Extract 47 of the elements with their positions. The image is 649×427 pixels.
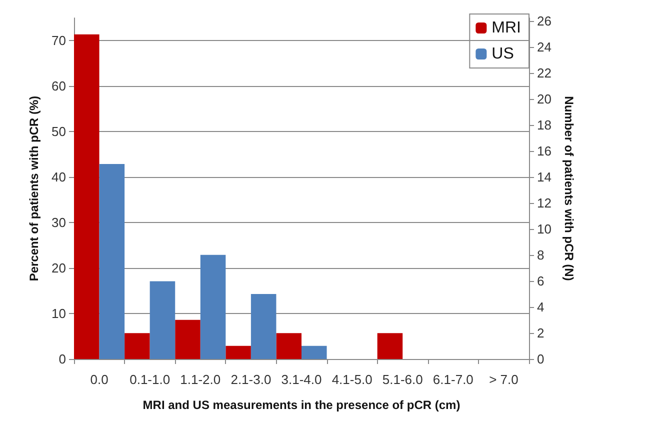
y-tick-label: 70 [52, 33, 66, 48]
y2-tick-label: 26 [537, 14, 552, 29]
y2-tick-label: 16 [537, 144, 552, 159]
x-tick-label: 0.0 [90, 372, 108, 387]
bar [124, 333, 150, 359]
bar [250, 294, 276, 359]
x-tick-label: 2.1-3.0 [230, 372, 272, 387]
x-tick-label: > 7.0 [489, 372, 518, 387]
y2-tick-label: 8 [537, 248, 544, 263]
bar [74, 34, 100, 359]
y-axis-title: Percent of patients with pCR (%) [27, 96, 41, 282]
y2-tick-label: 12 [537, 196, 552, 211]
bar [200, 254, 226, 359]
y2-tick-label: 24 [537, 40, 552, 55]
bar [377, 333, 403, 359]
legend-label: MRI [492, 20, 521, 36]
bar [99, 164, 125, 359]
x-tick-label: 3.1-4.0 [281, 372, 322, 387]
y2-tick-label: 18 [537, 118, 552, 133]
y2-tick-label: 10 [537, 222, 552, 237]
bar [226, 346, 251, 359]
legend-label: US [492, 46, 514, 62]
bar [175, 320, 200, 359]
bar [276, 333, 302, 359]
y2-tick-label: 22 [537, 66, 552, 81]
y-tick-label: 50 [52, 124, 66, 140]
x-tick-label: 0.1-1.0 [130, 372, 170, 387]
y-tick-label: 60 [52, 78, 66, 94]
y-tick-label: 10 [52, 306, 66, 322]
y2-tick-label: 6 [537, 274, 544, 289]
y-tick-label: 30 [52, 215, 66, 230]
y2-tick-label: 20 [537, 92, 552, 107]
x-tick-label: 5.1-6.0 [382, 372, 423, 387]
x-tick-label: 1.1-2.0 [180, 372, 221, 387]
bar [150, 281, 176, 359]
y2-tick-label: 14 [537, 170, 552, 185]
y-tick-label: 20 [52, 260, 66, 276]
bar [302, 346, 327, 359]
y2-tick-label: 4 [537, 300, 544, 315]
x-axis-title: MRI and US measurements in the presence of pCR (cm) [142, 398, 460, 412]
x-tick-label: 6.1-7.0 [432, 372, 474, 387]
y-tick-label: 0 [58, 352, 66, 366]
y2-tick-label: 2 [537, 326, 544, 341]
x-tick-label: 4.1-5.0 [332, 372, 372, 387]
y2-tick-label: 0 [537, 352, 544, 366]
y2-axis-title: Number of patients with pCR (N) [562, 96, 576, 281]
y-tick-label: 40 [52, 170, 66, 185]
